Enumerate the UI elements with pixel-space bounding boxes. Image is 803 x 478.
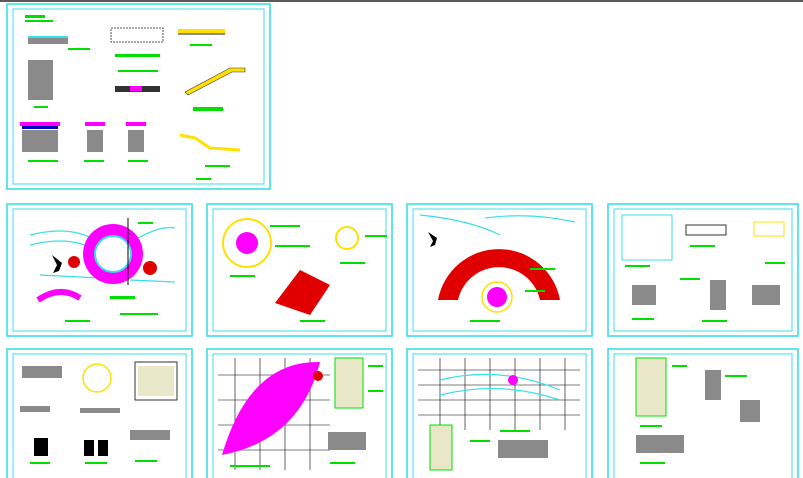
sheet-inner-border (613, 208, 793, 332)
paving-pattern (28, 60, 53, 100)
sheet-inner-border (412, 353, 587, 478)
grid-lines (418, 358, 580, 430)
circle-detail-sheet[interactable] (206, 203, 393, 337)
fan-paving (275, 270, 330, 315)
sheet-border (406, 203, 593, 337)
window-top-edge (0, 0, 803, 2)
sheet-inner-border (212, 353, 387, 478)
sheet-border (6, 348, 193, 478)
leaf-paving (222, 361, 320, 455)
sheet-border (6, 3, 271, 190)
planter-details-sheet[interactable] (6, 348, 193, 478)
fan-paving-plan-sheet[interactable] (406, 203, 593, 337)
hexagon-paving-sheet[interactable] (607, 203, 799, 337)
sheet-inner-border (412, 208, 587, 332)
sheet-inner-border (12, 8, 265, 185)
hexagon-pattern (621, 214, 673, 261)
circular-plaza-plan-sheet[interactable] (6, 203, 193, 337)
sheet-inner-border (12, 208, 187, 332)
sheet-border (206, 203, 393, 337)
sheet-border (607, 203, 799, 337)
sheet-inner-border (12, 353, 187, 478)
section-drawing (110, 27, 164, 43)
sheet-inner-border (613, 353, 793, 478)
sheet-border (6, 203, 193, 337)
fan-paving (438, 249, 560, 300)
leaf-paving-plan-sheet[interactable] (206, 348, 393, 478)
sheet-border (607, 348, 799, 478)
sheet-border (406, 348, 593, 478)
sheet-inner-border (212, 208, 387, 332)
grid-plan-sheet[interactable] (406, 348, 593, 478)
wall-elevation-sheet[interactable] (607, 348, 799, 478)
sheet-border (206, 348, 393, 478)
construction-details-sheet[interactable] (6, 3, 271, 190)
